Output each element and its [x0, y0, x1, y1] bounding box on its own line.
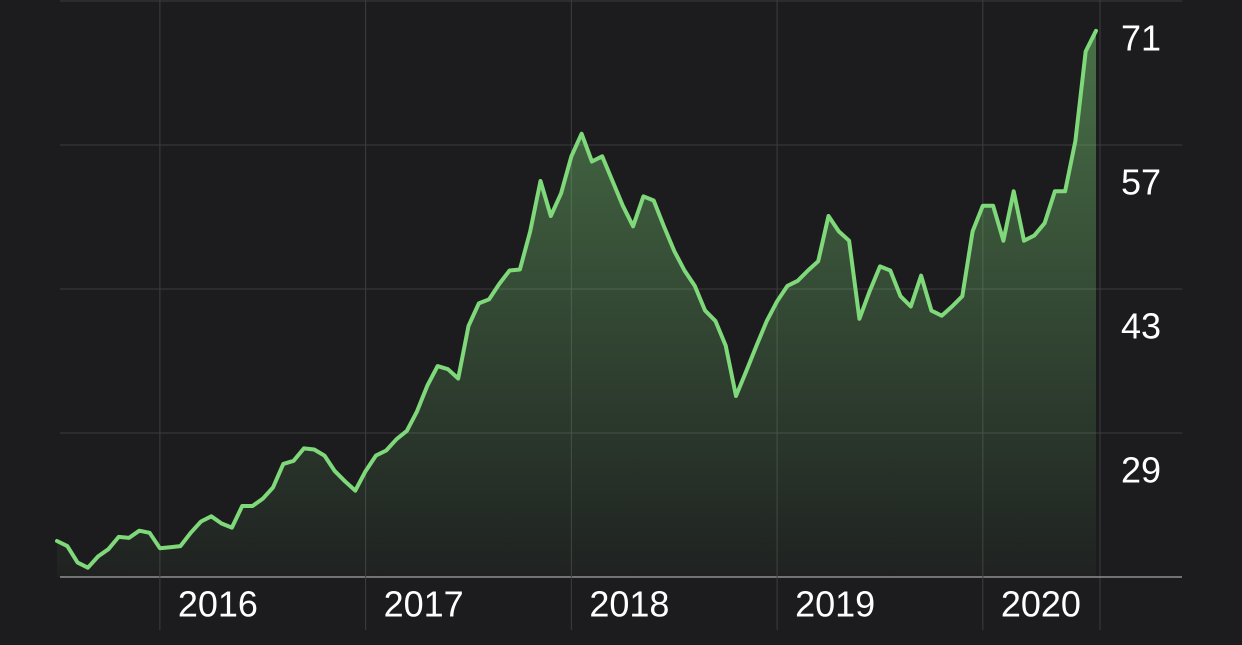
- y-tick-label: 43: [1121, 306, 1161, 347]
- y-tick-label: 29: [1121, 450, 1161, 491]
- x-tick-label: 2016: [178, 584, 258, 625]
- y-tick-label: 71: [1121, 18, 1161, 59]
- x-tick-label: 2018: [589, 584, 669, 625]
- price-line: [55, 28, 1098, 570]
- x-tick-label: 2017: [384, 584, 464, 625]
- y-tick-label: 57: [1121, 162, 1161, 203]
- x-tick-label: 2019: [795, 584, 875, 625]
- x-tick-label: 2020: [1001, 584, 1081, 625]
- area-fill: [57, 30, 1096, 578]
